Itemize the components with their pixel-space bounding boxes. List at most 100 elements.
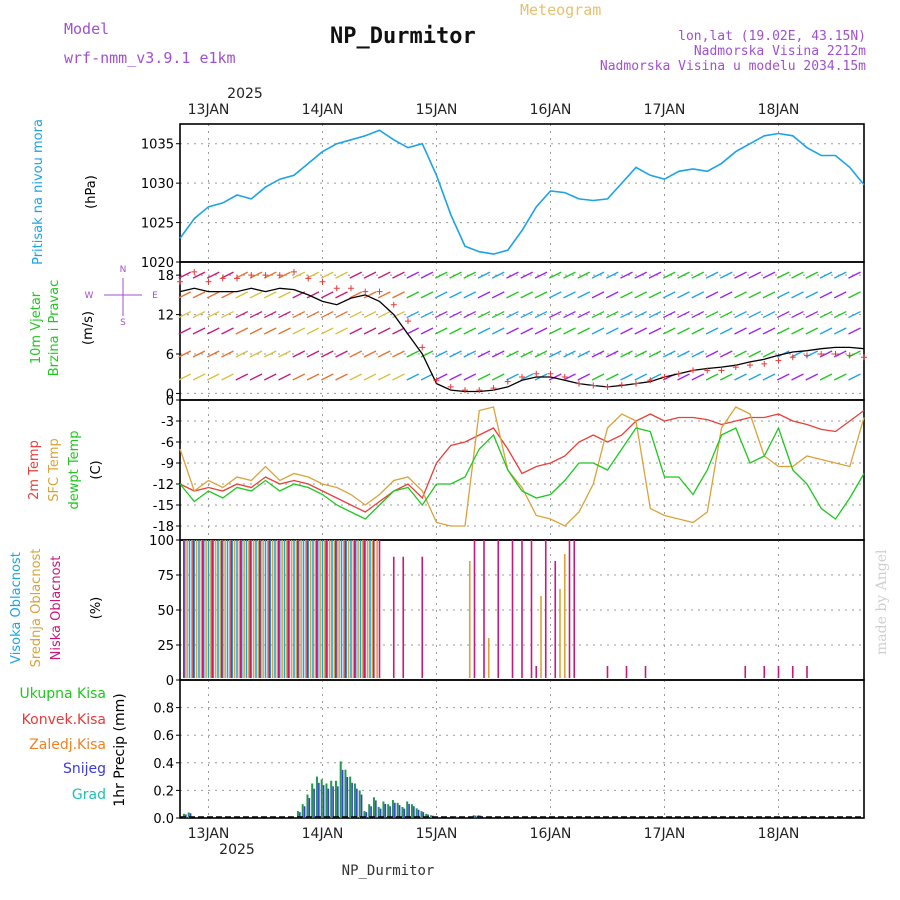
wind-barb [392, 271, 405, 279]
wind-barb [848, 350, 861, 358]
wind-barb [677, 291, 690, 299]
precip-bar-snow [408, 803, 410, 818]
precip-bar-snow [346, 776, 349, 818]
precip-bar-snow [389, 806, 391, 818]
wind-barb [349, 327, 363, 335]
wind-barb [192, 310, 206, 319]
meteogram-label: Meteogram [520, 1, 601, 19]
wind-barb [434, 327, 448, 335]
precip-bar-total [391, 800, 394, 818]
wind-barb [463, 291, 477, 299]
wind-barb [506, 310, 519, 319]
wind-barb [263, 310, 277, 319]
wind-barb [221, 310, 234, 319]
wind-barb [577, 291, 591, 299]
precip-bar-total [401, 806, 404, 818]
y-tick-label: 12 [157, 309, 174, 324]
wind-barb [292, 373, 306, 381]
wind-barb [548, 327, 562, 335]
wind-barb [377, 373, 391, 381]
wind-barb [848, 310, 861, 319]
wind-barb [335, 291, 348, 299]
wind-barb [292, 350, 306, 358]
wind-barb [705, 350, 719, 358]
wind-barb [491, 291, 505, 299]
wind-dir-w: W [85, 291, 94, 301]
precip-bar-snow [455, 816, 458, 818]
wind-barb [320, 373, 334, 381]
wind-barb [776, 373, 790, 381]
precip-bar-total [396, 802, 399, 818]
y-tick-label: 0 [166, 387, 174, 402]
wind-barb [534, 271, 548, 279]
gust-marker [433, 377, 440, 384]
wind-barb [719, 291, 733, 299]
wind-barb [434, 291, 448, 299]
wind-barb [762, 350, 776, 358]
wind-barb [506, 373, 519, 381]
wind-barb [520, 291, 534, 299]
precip-bar-snow [413, 806, 415, 818]
precip-bar-total [349, 776, 352, 818]
wind-barb [734, 350, 747, 358]
coords-label: lon,lat (19.02E, 43.15N) [678, 29, 866, 44]
wind-barb [648, 327, 662, 335]
top-year-label: 2025 [227, 86, 263, 102]
precip-bar-total [420, 811, 423, 818]
wind-barb [278, 291, 291, 299]
gust-marker [604, 383, 611, 390]
wind-barb [734, 327, 747, 335]
precip-bar-total [415, 808, 418, 818]
precip-bar-snow [332, 786, 334, 818]
wind-barb [719, 350, 733, 358]
wind-barb [577, 350, 591, 358]
gust-marker [618, 381, 625, 388]
wind-barb [805, 310, 819, 319]
precip-bar-total [377, 806, 380, 818]
wind-barb [335, 373, 348, 381]
gust-marker [476, 387, 483, 394]
wind-barb [819, 350, 833, 358]
gust-marker [504, 378, 511, 385]
top-date-label: 18JAN [758, 102, 800, 118]
pressure-line [179, 129, 865, 255]
wind-barb [377, 350, 391, 358]
precip-bar-snow [403, 808, 406, 818]
wind-barb [335, 327, 348, 335]
gust-marker [761, 360, 768, 367]
precip-bar-snow [337, 786, 339, 818]
wind-barb [392, 373, 405, 381]
wind-barb [449, 373, 462, 381]
credit-watermark: made by Angel [874, 549, 890, 655]
wind-barb [235, 291, 249, 299]
wind-barb [235, 310, 249, 319]
wind-barb [221, 373, 234, 381]
precip-bar-total [387, 804, 390, 818]
wind-barb [577, 310, 591, 319]
model-label: Model [64, 20, 109, 38]
wind-barb [776, 291, 790, 299]
y-tick-label: 25 [157, 639, 174, 654]
wind-barb [520, 271, 534, 279]
precip-bar-total [311, 783, 314, 818]
wind-barb [491, 271, 505, 279]
gust-marker [861, 354, 867, 361]
wind-barb [634, 271, 648, 279]
wind-barb [705, 327, 719, 335]
high-cloud-ylabel: Visoka Oblacnost [9, 552, 24, 664]
wind-barb [648, 310, 662, 319]
wind-barb [748, 373, 762, 381]
wind-barb [677, 373, 690, 381]
legend-total-rain: Ukupna Kisa [19, 686, 106, 702]
wind-barb [762, 373, 776, 381]
wind-barb [449, 291, 462, 299]
wind-barb [249, 350, 263, 358]
wind-barb [848, 327, 861, 335]
wind-barb [491, 327, 505, 335]
wind-barb [662, 350, 676, 358]
wind-barb [463, 350, 477, 358]
wind-barb [249, 271, 263, 279]
gust-marker [362, 288, 369, 295]
precip-bar-total [325, 783, 328, 818]
wind-barb [819, 291, 833, 299]
